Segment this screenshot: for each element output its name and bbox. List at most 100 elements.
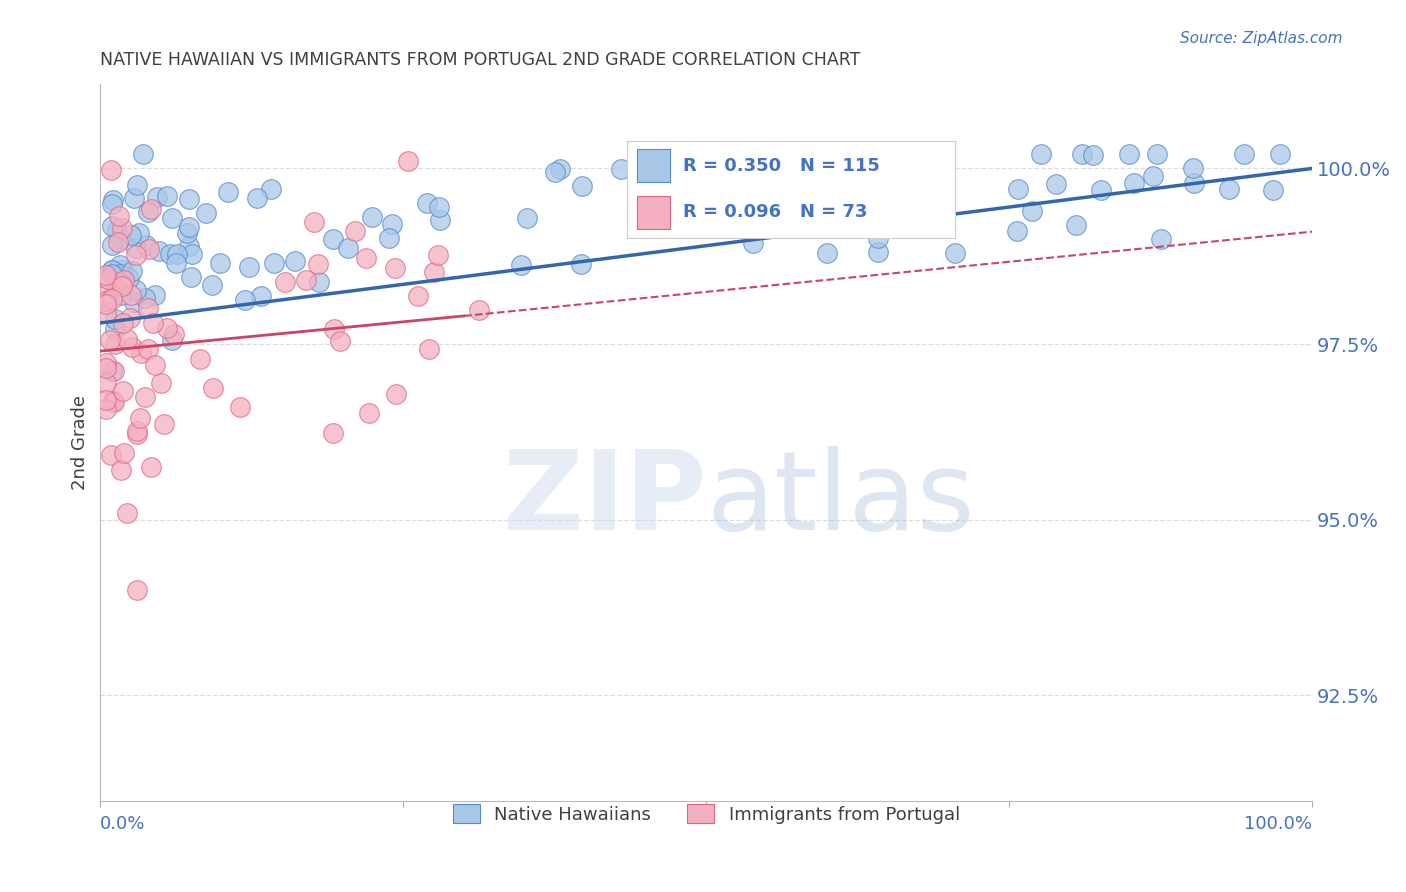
Point <box>571 179 593 194</box>
Point <box>101 219 124 234</box>
Point <box>98 334 121 348</box>
Point <box>138 342 160 356</box>
Point <box>97 272 120 286</box>
Point <box>100 163 122 178</box>
Point <box>406 289 429 303</box>
Point <box>385 387 408 401</box>
Point <box>1218 182 1240 196</box>
Point <box>150 376 173 390</box>
Point <box>295 273 318 287</box>
Point <box>357 406 380 420</box>
Point <box>96 393 118 408</box>
Point <box>786 178 808 192</box>
Point <box>120 228 142 243</box>
Point <box>125 248 148 262</box>
Point <box>322 322 344 336</box>
Point <box>202 382 225 396</box>
Point <box>132 147 155 161</box>
Point <box>96 306 118 320</box>
Point <box>128 227 150 241</box>
Point <box>120 288 142 302</box>
Point <box>103 364 125 378</box>
Point <box>1090 183 1112 197</box>
Point <box>1118 147 1140 161</box>
Point <box>118 311 141 326</box>
Point <box>509 258 531 272</box>
Point <box>101 364 124 378</box>
Point <box>384 260 406 275</box>
Point <box>128 410 150 425</box>
Point <box>742 235 765 250</box>
Point <box>866 245 889 260</box>
Point <box>139 460 162 475</box>
Text: atlas: atlas <box>706 446 974 553</box>
Point <box>1233 147 1256 161</box>
Point <box>180 270 202 285</box>
Point <box>671 169 693 184</box>
Point <box>429 212 451 227</box>
Point <box>823 191 845 205</box>
Point <box>868 230 890 244</box>
Point <box>111 279 134 293</box>
Point <box>418 342 440 356</box>
Point <box>468 303 491 318</box>
Point <box>153 417 176 431</box>
Point <box>356 252 378 266</box>
Point <box>1182 161 1205 175</box>
Point <box>194 206 217 220</box>
Point <box>101 267 124 281</box>
Point <box>856 187 879 202</box>
Point <box>156 321 179 335</box>
Point <box>96 287 118 301</box>
Point <box>1146 147 1168 161</box>
Point <box>96 376 118 390</box>
Point <box>284 253 307 268</box>
Point <box>179 192 201 206</box>
Point <box>111 220 134 235</box>
Point <box>122 191 145 205</box>
Point <box>101 262 124 277</box>
Point <box>322 232 344 246</box>
Point <box>416 195 439 210</box>
Point <box>138 242 160 256</box>
Point <box>104 337 127 351</box>
Point <box>105 264 128 278</box>
Point <box>112 273 135 287</box>
Point <box>124 241 146 255</box>
Point <box>100 448 122 462</box>
Point <box>208 256 231 270</box>
Point <box>238 260 260 274</box>
Point <box>143 358 166 372</box>
Point <box>1029 147 1052 161</box>
Point <box>117 506 139 520</box>
Point <box>329 334 352 349</box>
Point <box>105 223 128 237</box>
Y-axis label: 2nd Grade: 2nd Grade <box>72 395 89 490</box>
Point <box>96 401 118 416</box>
Point <box>1122 177 1144 191</box>
Point <box>423 265 446 279</box>
Point <box>103 395 125 409</box>
Point <box>887 147 910 161</box>
Point <box>129 345 152 359</box>
Point <box>125 582 148 597</box>
Point <box>177 219 200 234</box>
Point <box>125 424 148 438</box>
Text: 0.0%: 0.0% <box>100 815 146 833</box>
Point <box>110 463 132 477</box>
Point <box>111 384 134 398</box>
Point <box>427 200 450 214</box>
Point <box>115 332 138 346</box>
Point <box>112 446 135 460</box>
Point <box>104 312 127 326</box>
Point <box>159 247 181 261</box>
Point <box>107 235 129 249</box>
Point <box>108 267 131 281</box>
Point <box>142 316 165 330</box>
Point <box>550 162 572 177</box>
Point <box>1045 177 1067 191</box>
Point <box>134 291 156 305</box>
Point <box>101 289 124 303</box>
Point <box>162 333 184 347</box>
Point <box>101 237 124 252</box>
